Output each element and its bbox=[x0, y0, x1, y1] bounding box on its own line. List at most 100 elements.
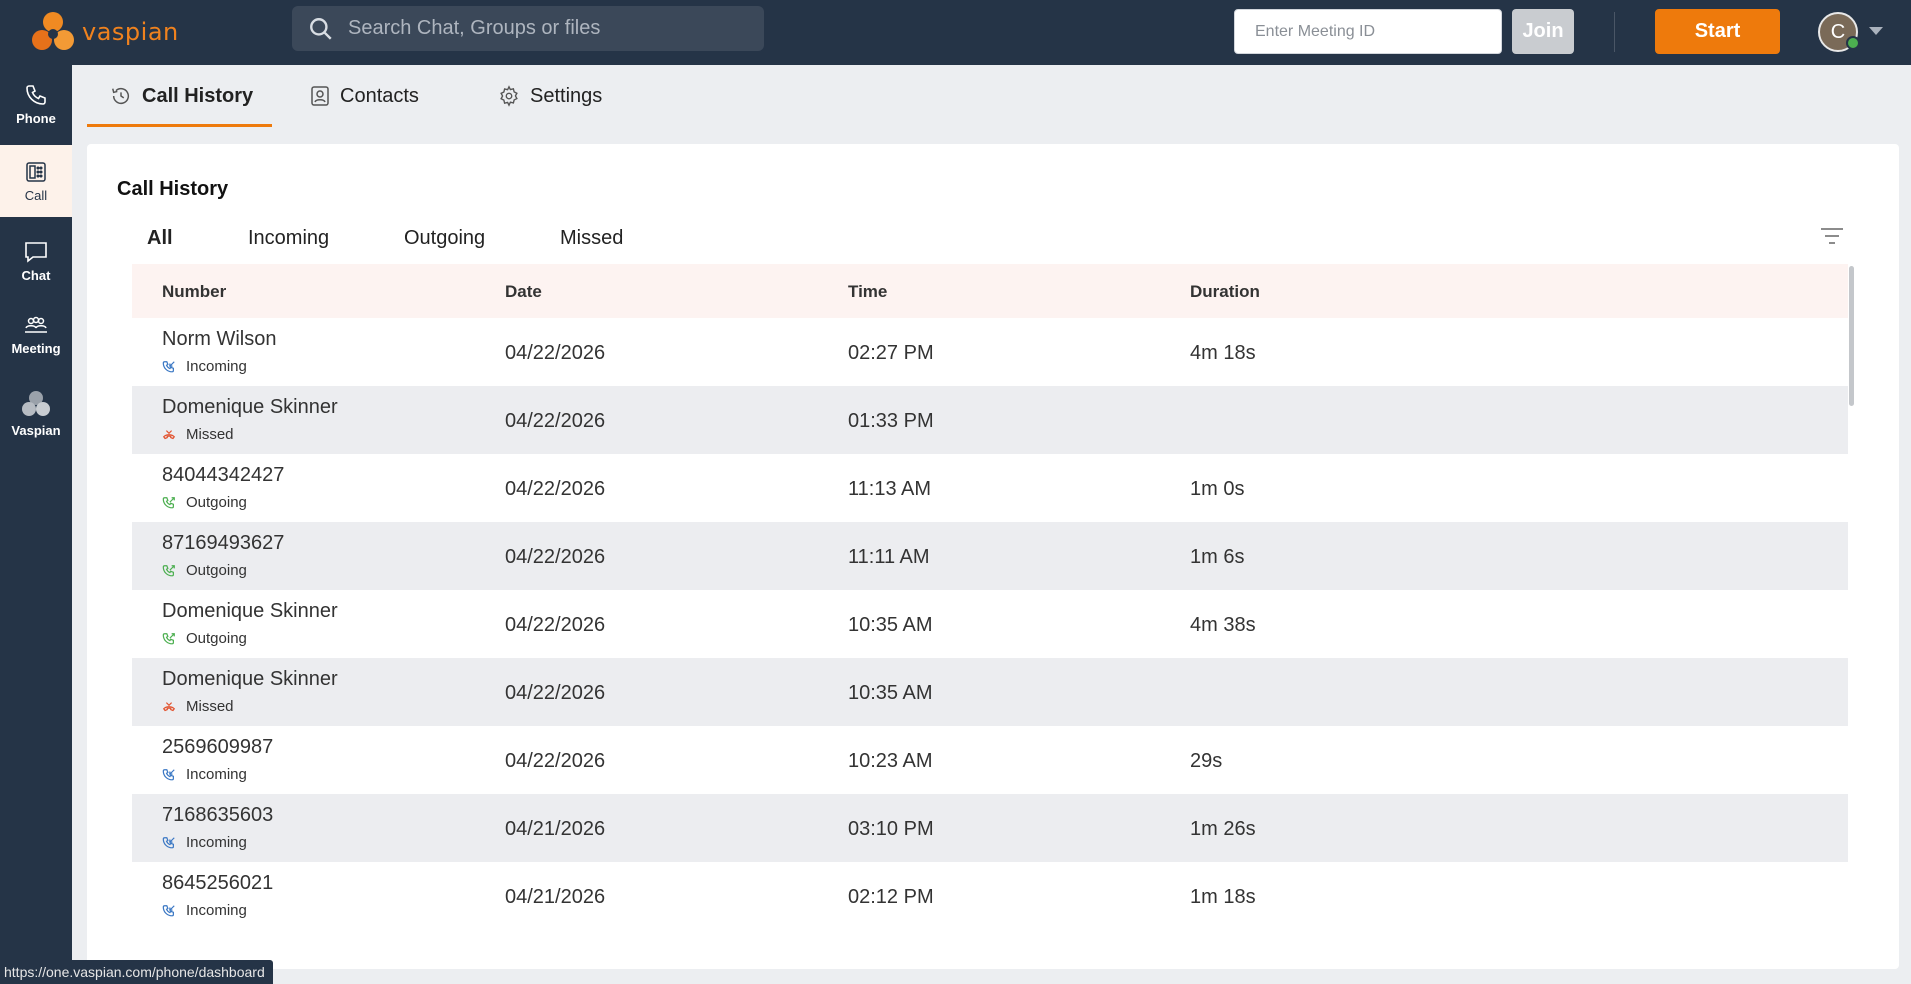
history-icon bbox=[112, 88, 130, 105]
call-time: 11:13 AM bbox=[848, 478, 932, 500]
tab-contacts[interactable]: Contacts bbox=[310, 66, 419, 126]
call-type-label: Incoming bbox=[186, 902, 247, 919]
sidebar-item-meeting[interactable]: Meeting bbox=[0, 299, 72, 371]
table-row[interactable]: Norm Wilson Incoming 04/22/2026 02:27 PM 4m … bbox=[132, 318, 1848, 386]
online-status-dot bbox=[1846, 36, 1860, 50]
search-icon bbox=[310, 17, 332, 40]
call-type: Outgoing bbox=[162, 562, 247, 579]
column-header-time[interactable]: Time bbox=[848, 282, 888, 301]
filter-tab-all[interactable]: All bbox=[147, 227, 173, 249]
sidebar-item-chat[interactable]: Chat bbox=[0, 225, 72, 297]
sidebar-item-phone[interactable]: Phone bbox=[0, 68, 72, 140]
call-date: 04/21/2026 bbox=[505, 818, 606, 840]
call-number[interactable]: 84044342427 bbox=[162, 464, 285, 486]
call-time: 10:23 AM bbox=[848, 750, 933, 772]
table-row[interactable]: Domenique Skinner Missed 04/22/2026 10:35 A… bbox=[132, 658, 1848, 726]
search-box[interactable] bbox=[292, 6, 764, 51]
table-row[interactable]: Domenique Skinner Outgoing 04/22/2026 10:35… bbox=[132, 590, 1848, 658]
brand-logo[interactable]: vaspian bbox=[28, 8, 179, 56]
tab-call-history[interactable]: Call History bbox=[110, 66, 253, 126]
table-row[interactable]: 7168635603 Incoming 04/21/2026 03:10 PM 1m 2… bbox=[132, 794, 1848, 862]
call-number[interactable]: 7168635603 bbox=[162, 804, 274, 826]
call-type-label: Outgoing bbox=[186, 562, 247, 579]
sidebar-item-vaspian[interactable]: Vaspian bbox=[0, 377, 72, 449]
call-type: Outgoing bbox=[162, 630, 247, 647]
call-number[interactable]: Domenique Skinner bbox=[162, 668, 338, 690]
filter-tab-outgoing[interactable]: Outgoing bbox=[404, 227, 486, 249]
chevron-down-icon[interactable] bbox=[1869, 27, 1883, 35]
avatar-initial: C bbox=[1830, 20, 1846, 43]
tab-settings[interactable]: Settings bbox=[498, 66, 602, 126]
call-time: 02:27 PM bbox=[848, 342, 934, 364]
sidebar-item-call[interactable]: Call bbox=[0, 145, 72, 217]
call-type: Missed bbox=[162, 426, 234, 443]
dialpad-icon bbox=[26, 161, 46, 182]
call-date: 04/22/2026 bbox=[505, 410, 606, 432]
search-input[interactable] bbox=[348, 17, 748, 40]
tab-label: Call History bbox=[142, 84, 254, 107]
table-row[interactable]: 8645256021 Incoming 04/21/2026 02:12 PM 1m 1… bbox=[132, 862, 1848, 930]
table-header: Number Date Time Duration bbox=[132, 264, 1848, 318]
call-time: 02:12 PM bbox=[848, 886, 934, 908]
column-header-duration[interactable]: Duration bbox=[1190, 282, 1260, 301]
call-duration: 1m 6s bbox=[1190, 546, 1245, 568]
call-duration: 4m 18s bbox=[1190, 342, 1256, 364]
call-number[interactable]: 2569609987 bbox=[162, 736, 274, 758]
call-duration: 1m 18s bbox=[1190, 886, 1256, 908]
sidebar: Phone Call Chat Meeting Vaspian bbox=[0, 65, 72, 984]
column-header-number[interactable]: Number bbox=[162, 282, 227, 301]
chat-icon bbox=[25, 241, 47, 263]
table-row[interactable]: Domenique Skinner Missed 04/22/2026 01:33 P… bbox=[132, 386, 1848, 454]
call-type: Incoming bbox=[162, 358, 247, 375]
phone-icon bbox=[26, 84, 46, 105]
call-type-label: Incoming bbox=[186, 358, 247, 375]
column-header-date[interactable]: Date bbox=[505, 282, 542, 301]
scrollbar-thumb[interactable] bbox=[1849, 266, 1854, 406]
call-time: 01:33 PM bbox=[848, 410, 934, 432]
top-bar: vaspian Join Start C bbox=[0, 0, 1911, 65]
header-divider bbox=[1614, 12, 1615, 52]
call-duration: 1m 26s bbox=[1190, 818, 1256, 840]
brand-name: vaspian bbox=[82, 18, 179, 46]
call-date: 04/22/2026 bbox=[505, 614, 606, 636]
call-type: Incoming bbox=[162, 834, 247, 851]
call-time: 10:35 AM bbox=[848, 614, 933, 636]
call-type-label: Incoming bbox=[186, 766, 247, 783]
meeting-id-input[interactable] bbox=[1234, 9, 1502, 54]
table-row[interactable]: 2569609987 Incoming 04/22/2026 10:23 AM 29s bbox=[132, 726, 1848, 794]
call-number[interactable]: Domenique Skinner bbox=[162, 600, 338, 622]
join-button[interactable]: Join bbox=[1512, 9, 1574, 54]
call-type: Incoming bbox=[162, 902, 247, 919]
table-row[interactable]: 84044342427 Outgoing 04/22/2026 11:13 AM 1m … bbox=[132, 454, 1848, 522]
call-type-label: Outgoing bbox=[186, 630, 247, 647]
table-row[interactable]: 87169493627 Outgoing 04/22/2026 11:11 AM 1m … bbox=[132, 522, 1848, 590]
start-button[interactable]: Start bbox=[1655, 9, 1780, 54]
filter-tab-incoming[interactable]: Incoming bbox=[248, 227, 330, 249]
call-number[interactable]: Norm Wilson bbox=[162, 328, 277, 350]
call-duration: 29s bbox=[1190, 750, 1223, 772]
call-duration: 1m 0s bbox=[1190, 478, 1245, 500]
outgoing-call-icon bbox=[162, 496, 175, 508]
active-tab-indicator bbox=[87, 124, 272, 127]
call-type: Incoming bbox=[162, 766, 247, 783]
call-type-label: Missed bbox=[186, 426, 234, 443]
call-date: 04/21/2026 bbox=[505, 886, 606, 908]
filter-icon[interactable] bbox=[1819, 224, 1845, 248]
gear-icon bbox=[500, 85, 518, 107]
call-number[interactable]: 8645256021 bbox=[162, 872, 274, 894]
sidebar-item-label: Phone bbox=[16, 110, 56, 126]
call-type-label: Outgoing bbox=[186, 494, 247, 511]
tab-label: Contacts bbox=[340, 84, 419, 107]
page-title: Call History bbox=[117, 178, 229, 200]
sidebar-item-label: Chat bbox=[21, 267, 51, 283]
missed-call-icon bbox=[162, 701, 176, 711]
meeting-icon bbox=[25, 316, 47, 333]
incoming-call-icon bbox=[162, 904, 175, 916]
call-number[interactable]: Domenique Skinner bbox=[162, 396, 338, 418]
call-date: 04/22/2026 bbox=[505, 478, 606, 500]
contacts-icon bbox=[311, 86, 329, 106]
call-number[interactable]: 87169493627 bbox=[162, 532, 285, 554]
vaspian-logo-icon bbox=[32, 12, 74, 50]
filter-tab-missed[interactable]: Missed bbox=[560, 227, 624, 249]
outgoing-call-icon bbox=[162, 564, 175, 576]
